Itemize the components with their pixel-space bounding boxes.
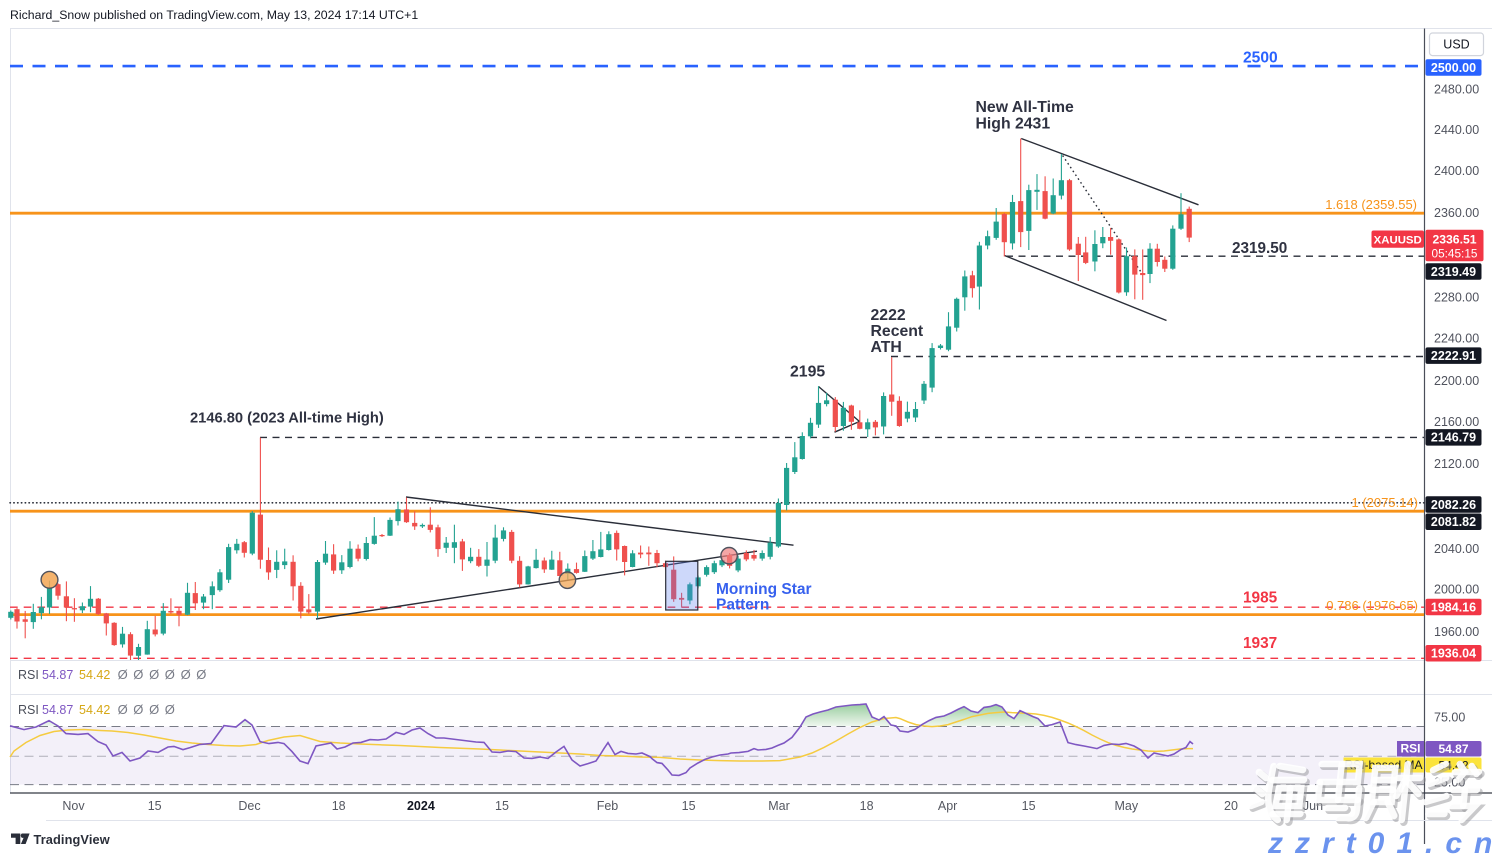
svg-text:1985: 1985 bbox=[1243, 590, 1278, 607]
svg-text:2319.50: 2319.50 bbox=[1232, 240, 1287, 257]
svg-text:2222.91: 2222.91 bbox=[1431, 349, 1476, 363]
svg-text:54.42: 54.42 bbox=[79, 703, 110, 717]
svg-text:1 (2075.14): 1 (2075.14) bbox=[1352, 495, 1419, 510]
svg-text:2400.00: 2400.00 bbox=[1434, 164, 1479, 178]
svg-text:Recent: Recent bbox=[871, 323, 924, 340]
svg-text:Richard_Snow published on Trad: Richard_Snow published on TradingView.co… bbox=[10, 8, 418, 22]
svg-text:Ø: Ø bbox=[149, 702, 159, 717]
svg-text:TradingView: TradingView bbox=[34, 832, 110, 847]
svg-text:New All-Time: New All-Time bbox=[976, 99, 1075, 116]
svg-text:2082.26: 2082.26 bbox=[1431, 498, 1476, 512]
svg-text:2440.00: 2440.00 bbox=[1434, 123, 1479, 137]
svg-text:zzrt01.cn: zzrt01.cn bbox=[1267, 827, 1499, 857]
svg-text:1984.16: 1984.16 bbox=[1431, 600, 1476, 614]
svg-text:High 2431: High 2431 bbox=[976, 116, 1051, 133]
svg-text:2120.00: 2120.00 bbox=[1434, 457, 1479, 471]
svg-text:ATH: ATH bbox=[871, 339, 902, 356]
svg-text:54.87: 54.87 bbox=[42, 703, 73, 717]
svg-text:15: 15 bbox=[148, 799, 162, 813]
svg-text:2240.00: 2240.00 bbox=[1434, 331, 1479, 345]
svg-text:2146.79: 2146.79 bbox=[1431, 431, 1476, 445]
svg-text:Apr: Apr bbox=[938, 799, 957, 813]
svg-text:2360.00: 2360.00 bbox=[1434, 206, 1479, 220]
svg-text:2200.00: 2200.00 bbox=[1434, 374, 1479, 388]
svg-text:15: 15 bbox=[1022, 799, 1036, 813]
svg-text:Dec: Dec bbox=[238, 799, 260, 813]
svg-text:2195: 2195 bbox=[790, 364, 825, 381]
svg-text:54.87: 54.87 bbox=[1438, 742, 1468, 756]
svg-text:05:45:15: 05:45:15 bbox=[1432, 247, 1478, 261]
svg-text:XAUUSD: XAUUSD bbox=[1374, 234, 1422, 246]
svg-text:Ø: Ø bbox=[118, 667, 128, 682]
svg-text:Ø: Ø bbox=[149, 667, 159, 682]
svg-text:2336.51: 2336.51 bbox=[1432, 233, 1476, 247]
svg-text:2222: 2222 bbox=[871, 307, 906, 324]
svg-text:2319.49: 2319.49 bbox=[1431, 265, 1476, 279]
svg-text:1936.04: 1936.04 bbox=[1431, 647, 1476, 661]
svg-text:Ø: Ø bbox=[181, 667, 191, 682]
svg-text:Ø: Ø bbox=[165, 667, 175, 682]
svg-text:Ø: Ø bbox=[196, 667, 206, 682]
svg-text:18: 18 bbox=[860, 799, 874, 813]
svg-text:2146.80 (2023 All-time High): 2146.80 (2023 All-time High) bbox=[190, 411, 384, 427]
svg-text:Ø: Ø bbox=[165, 702, 175, 717]
svg-text:2081.82: 2081.82 bbox=[1431, 515, 1476, 529]
svg-text:1937: 1937 bbox=[1243, 635, 1277, 652]
svg-text:75.00: 75.00 bbox=[1434, 710, 1465, 724]
svg-text:1960.00: 1960.00 bbox=[1434, 625, 1479, 639]
svg-text:Nov: Nov bbox=[62, 799, 85, 813]
svg-text:0.786 (1976.65): 0.786 (1976.65) bbox=[1326, 598, 1418, 613]
svg-text:2000.00: 2000.00 bbox=[1434, 583, 1479, 597]
svg-text:May: May bbox=[1114, 799, 1138, 813]
svg-text:Morning Star: Morning Star bbox=[716, 581, 812, 598]
svg-text:RSI: RSI bbox=[18, 668, 39, 682]
svg-text:15: 15 bbox=[495, 799, 509, 813]
svg-text:USD: USD bbox=[1443, 38, 1469, 52]
svg-text:2160.00: 2160.00 bbox=[1434, 415, 1479, 429]
svg-text:54.87: 54.87 bbox=[42, 668, 73, 682]
svg-text:20: 20 bbox=[1224, 799, 1238, 813]
svg-text:Ø: Ø bbox=[118, 702, 128, 717]
svg-text:18: 18 bbox=[332, 799, 346, 813]
svg-text:1.618 (2359.55): 1.618 (2359.55) bbox=[1325, 197, 1417, 212]
svg-text:2280.00: 2280.00 bbox=[1434, 290, 1479, 304]
svg-text:2040.00: 2040.00 bbox=[1434, 542, 1479, 556]
svg-text:Mar: Mar bbox=[768, 799, 790, 813]
svg-text:RSI: RSI bbox=[18, 703, 39, 717]
svg-text:Pattern: Pattern bbox=[716, 597, 769, 614]
svg-text:Ø: Ø bbox=[133, 702, 143, 717]
svg-text:2500: 2500 bbox=[1243, 50, 1278, 67]
svg-text:2500.00: 2500.00 bbox=[1431, 61, 1476, 75]
svg-text:RSI: RSI bbox=[1400, 742, 1420, 756]
svg-text:Feb: Feb bbox=[597, 799, 619, 813]
svg-text:15: 15 bbox=[682, 799, 696, 813]
svg-text:54.42: 54.42 bbox=[79, 668, 110, 682]
svg-text:Ø: Ø bbox=[133, 667, 143, 682]
svg-text:2480.00: 2480.00 bbox=[1434, 82, 1479, 96]
svg-text:2024: 2024 bbox=[407, 799, 435, 813]
